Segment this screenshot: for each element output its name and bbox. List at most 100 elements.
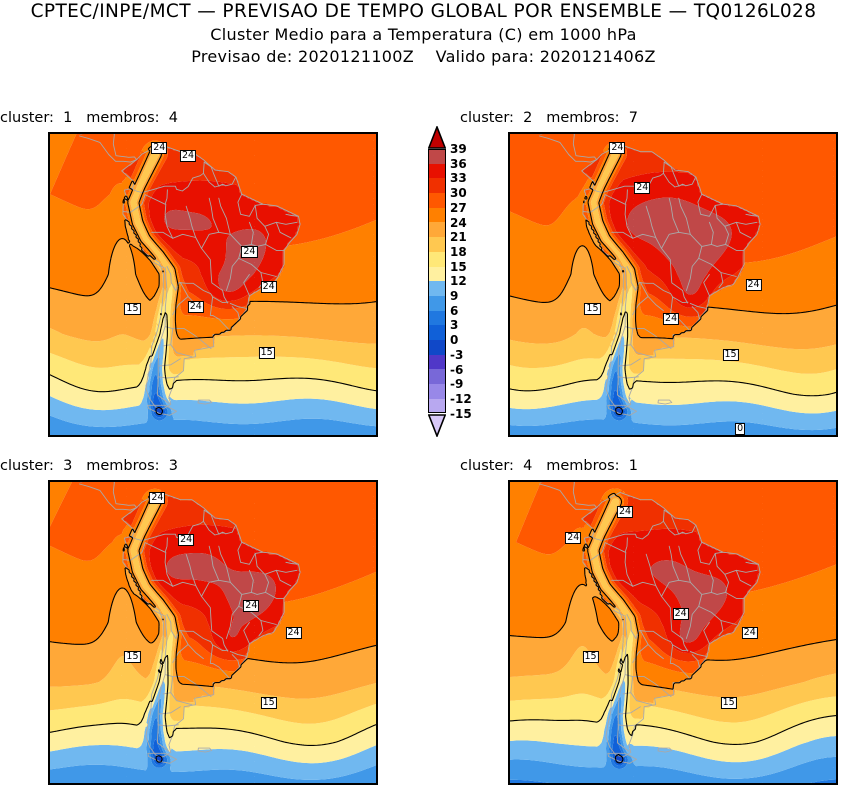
x-tick <box>739 783 740 785</box>
colorbar-band <box>428 281 446 296</box>
map-plot-cluster-1: 15N10N5NEQ5S10S15S20S25S30S35S40S45S50S5… <box>48 132 378 437</box>
y-tick <box>48 742 50 743</box>
y-tick <box>508 234 510 235</box>
contour-label: 15 <box>582 650 599 663</box>
y-tick <box>508 173 510 174</box>
contour-label: 24 <box>178 534 195 547</box>
colorbar-tick-label: 6 <box>450 303 459 318</box>
contour-label: 24 <box>634 182 651 195</box>
contour-label: 15 <box>260 696 277 709</box>
contour-label: 24 <box>745 278 762 291</box>
y-tick <box>48 294 50 295</box>
x-tick <box>663 783 664 785</box>
y-tick <box>508 153 510 154</box>
y-tick <box>508 374 510 375</box>
colorbar-tick-label: -15 <box>450 406 472 421</box>
y-tick <box>508 414 510 415</box>
y-tick <box>48 501 50 502</box>
colorbar-tick-label: 18 <box>450 244 467 259</box>
contour-label: 15 <box>124 650 141 663</box>
x-tick <box>126 435 127 437</box>
colorbar-band <box>428 193 446 208</box>
x-tick <box>88 435 89 437</box>
x-tick <box>509 783 510 785</box>
contour-label: 24 <box>149 492 166 505</box>
contour-label: 24 <box>260 280 277 293</box>
x-tick <box>816 783 817 785</box>
header-line-2: Cluster Medio para a Temperatura (C) em … <box>210 25 637 44</box>
x-tick <box>586 783 587 785</box>
x-tick <box>203 783 204 785</box>
x-tick <box>88 783 89 785</box>
colorbar-tick-label: 39 <box>450 142 467 156</box>
x-tick <box>126 783 127 785</box>
y-tick <box>48 153 50 154</box>
y-tick <box>508 294 510 295</box>
y-tick <box>508 481 510 482</box>
y-tick <box>48 562 50 563</box>
x-tick <box>279 435 280 437</box>
x-tick <box>356 783 357 785</box>
y-tick <box>508 254 510 255</box>
contour-label: 24 <box>243 600 260 613</box>
colorbar-tick-label: 36 <box>450 156 467 171</box>
colorbar-band <box>428 266 446 282</box>
y-tick <box>48 334 50 335</box>
y-tick <box>508 582 510 583</box>
x-tick <box>816 435 817 437</box>
y-tick <box>508 622 510 623</box>
colorbar-band <box>428 251 446 267</box>
y-tick <box>508 133 510 134</box>
colorbar-band <box>428 207 446 223</box>
y-tick <box>48 254 50 255</box>
contour-label: 24 <box>741 626 758 639</box>
x-tick <box>701 783 702 785</box>
colorbar-band <box>428 354 446 370</box>
contour-label: 24 <box>187 300 204 313</box>
colorbar-tick-label: 0 <box>450 333 459 348</box>
contour-label: 15 <box>720 696 737 709</box>
x-tick <box>164 783 165 785</box>
y-tick <box>508 193 510 194</box>
map-plot-cluster-3: 15N10N5NEQ5S10S15S20S25S30S35S40S45S50S5… <box>48 480 378 785</box>
colorbar-tick-label: 27 <box>450 200 467 215</box>
y-tick <box>48 702 50 703</box>
colorbar-arrow-top <box>428 126 446 149</box>
colorbar-tick-label: 21 <box>450 230 467 245</box>
y-tick <box>508 314 510 315</box>
y-tick <box>48 214 50 215</box>
colorbar-band <box>428 325 446 340</box>
header-line-3: Previsao de: 2020121100Z Valido para: 20… <box>191 47 656 66</box>
y-tick <box>508 702 510 703</box>
y-tick <box>508 394 510 395</box>
colorbar-arrow-bottom <box>428 413 446 437</box>
contour-label: 24 <box>241 246 258 259</box>
colorbar-band <box>428 237 446 252</box>
contour-label: 15 <box>584 302 601 315</box>
x-tick <box>509 435 510 437</box>
map-plot-cluster-4: 15N10N5NEQ5S10S15S20S25S30S35S40S45S50S5… <box>508 480 838 785</box>
y-tick <box>508 682 510 683</box>
colorbar-tick-label: -12 <box>450 391 472 406</box>
colorbar-tick-label: 24 <box>450 215 467 230</box>
y-tick <box>48 762 50 763</box>
contour-label: 15 <box>258 346 275 359</box>
y-tick <box>48 173 50 174</box>
y-tick <box>48 354 50 355</box>
colorbar-band <box>428 222 446 238</box>
colorbar-tick-label: 12 <box>450 274 467 289</box>
contour-label: 24 <box>285 626 302 639</box>
y-tick <box>48 682 50 683</box>
x-tick <box>318 783 319 785</box>
contour-label: 24 <box>180 150 197 163</box>
y-tick <box>48 374 50 375</box>
y-tick <box>508 742 510 743</box>
x-tick <box>49 783 50 785</box>
y-tick <box>48 314 50 315</box>
colorbar-band <box>428 369 446 384</box>
y-tick <box>48 722 50 723</box>
y-tick <box>508 762 510 763</box>
contour-label: 24 <box>663 312 680 325</box>
y-tick <box>508 662 510 663</box>
y-tick <box>48 541 50 542</box>
